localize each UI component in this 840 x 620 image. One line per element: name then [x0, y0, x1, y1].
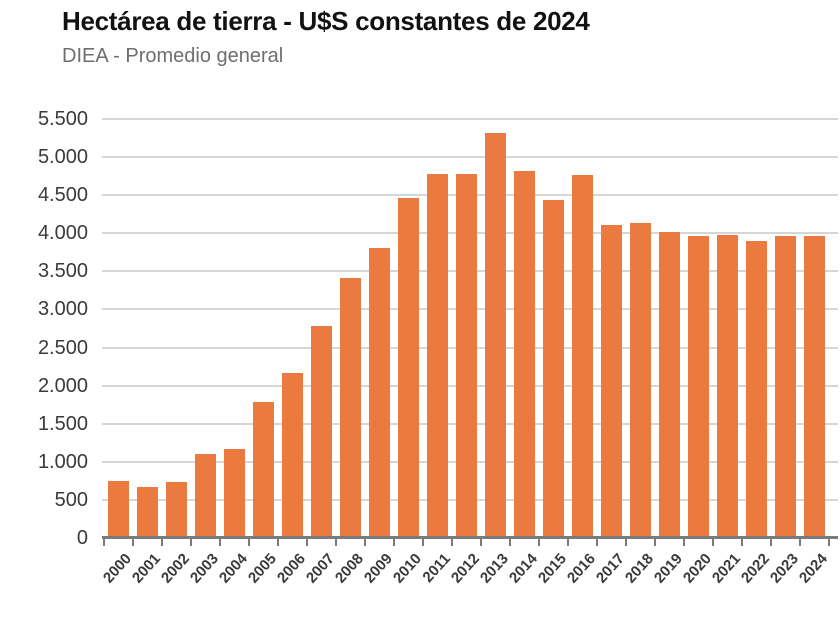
y-axis-tick-label: 500 [54, 488, 88, 511]
bar [485, 133, 506, 537]
y-axis-tick-label: 4.000 [37, 222, 88, 245]
x-axis-tick [712, 539, 714, 546]
y-axis-tick-label: 3.000 [37, 298, 88, 321]
bar [630, 223, 651, 537]
bar [717, 234, 738, 537]
gridline [102, 118, 838, 120]
x-axis-tick [596, 539, 598, 546]
x-axis-tick [741, 539, 743, 546]
bar [427, 173, 448, 537]
x-axis-tick [248, 539, 250, 546]
x-axis-tick [422, 539, 424, 546]
bar [253, 401, 274, 537]
bar [804, 236, 825, 537]
bar [137, 486, 158, 537]
y-axis-tick-label: 1.000 [37, 450, 88, 473]
x-axis-tick [393, 539, 395, 546]
y-axis-tick-label: 3.500 [37, 260, 88, 283]
bar [688, 236, 709, 537]
bar [166, 482, 187, 537]
x-axis-tick [799, 539, 801, 546]
bar [601, 224, 622, 537]
bar [456, 174, 477, 537]
x-axis-tick [509, 539, 511, 546]
bar [340, 277, 361, 537]
bar [369, 248, 390, 537]
y-axis-tick-label: 1.500 [37, 412, 88, 435]
y-axis-tick-label: 2.000 [37, 374, 88, 397]
plot-area: 0 500 1.000 1.500 2.000 2.500 3.000 3.500 4.000 4… [38, 108, 838, 587]
gridline [102, 156, 838, 159]
x-axis-tick [306, 539, 308, 546]
x-axis-tick [567, 539, 569, 546]
x-axis-line [102, 536, 838, 539]
x-axis-tick [538, 539, 540, 546]
y-axis-tick-label: 4.500 [37, 184, 88, 207]
x-axis-tick [828, 539, 830, 546]
x-axis-tick [480, 539, 482, 546]
x-axis-tick [132, 539, 134, 546]
y-axis-tick-label: 2.500 [37, 336, 88, 359]
bar [311, 325, 332, 537]
bar [514, 171, 535, 537]
x-axis-tick [683, 539, 685, 546]
x-axis-tick [770, 539, 772, 546]
x-axis-tick [277, 539, 279, 546]
y-axis-tick-label: 5.500 [37, 108, 88, 130]
bar [195, 453, 216, 537]
bar [659, 232, 680, 537]
bar [572, 174, 593, 537]
x-axis-tick [335, 539, 337, 546]
x-axis-tick [451, 539, 453, 546]
bar [224, 449, 245, 537]
x-axis-tick [103, 539, 105, 546]
x-axis-tick [190, 539, 192, 546]
bar [108, 481, 129, 537]
bar [543, 199, 564, 537]
x-axis-tick [654, 539, 656, 546]
bar [282, 373, 303, 537]
y-axis-tick-label: 0 [76, 527, 88, 549]
bar [398, 198, 419, 537]
x-axis-tick [625, 539, 627, 546]
bar [746, 240, 767, 537]
bar [775, 235, 796, 537]
chart-title: Hectárea de tierra - U$S constantes de 2… [62, 6, 590, 36]
x-axis-tick [219, 539, 221, 546]
chart-subtitle: DIEA - Promedio general [62, 45, 284, 67]
y-axis-tick-label: 5.000 [37, 146, 88, 169]
x-axis-tick [161, 539, 163, 546]
x-axis-tick [364, 539, 366, 546]
